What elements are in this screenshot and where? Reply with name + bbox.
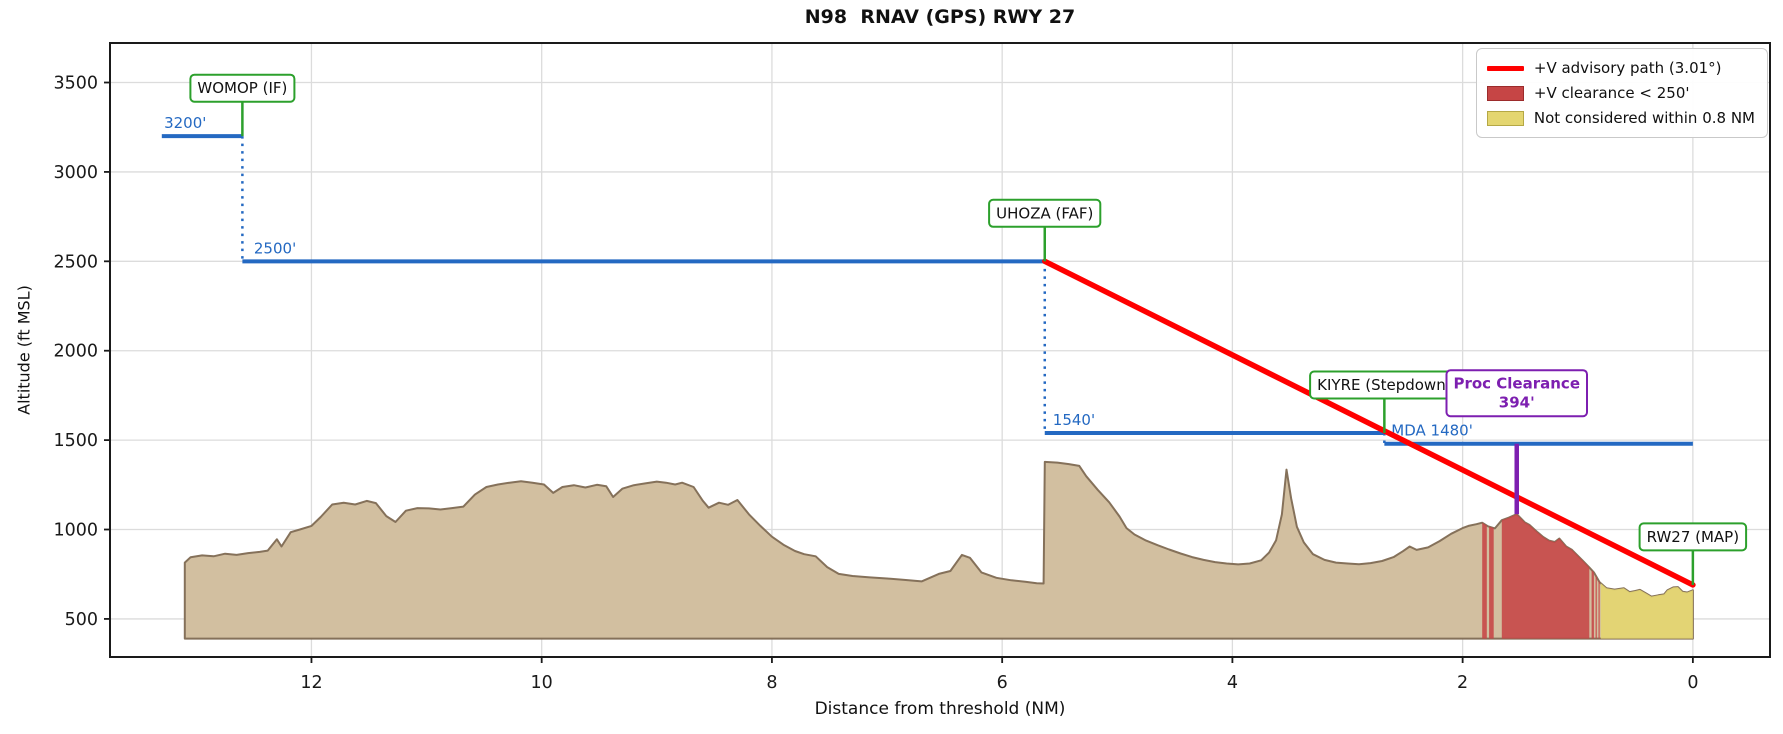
waypoint-label-rw27: RW27 (MAP) [1638,522,1748,552]
terrain-profile [183,460,1694,640]
y-tick-label-2000: 2000 [53,342,98,362]
waypoint-label-uhoza-box [988,198,1102,228]
chart-title: N98 RNAV (GPS) RWY 27 [804,6,1076,28]
legend-item-advisory-path: +V advisory path (3.01°) [1486,57,1755,79]
y-tick-label-1000: 1000 [53,521,98,541]
waypoint-label-womop-box [189,73,296,103]
waypoint-label-womop: WOMOP (IF) [189,73,296,103]
waypoint-label-kiyre-text: KIYRE (Stepdown) [1317,376,1451,394]
legend-item-clearance: +V clearance < 250' [1486,82,1755,104]
legend-item-not-considered: Not considered within 0.8 NM [1486,107,1755,129]
proc-clearance-label: Proc Clearance 394' [1445,369,1588,418]
legend-label-advisory-path: +V advisory path (3.01°) [1533,59,1722,77]
x-tick-label-10: 10 [531,673,553,693]
x-tick-label-0: 0 [1687,673,1698,693]
legend-label-not-considered: Not considered within 0.8 NM [1533,109,1755,127]
altitude-label-segment-2500: 2500' [254,239,296,257]
x-tick-label-8: 8 [766,673,777,693]
waypoint-label-rw27-box [1638,522,1748,552]
proc-clearance-label-box [1445,369,1588,418]
y-tick-label-1500: 1500 [53,431,98,451]
clearance-band-1 [1489,461,1494,639]
proc-clearance-label-text: Proc Clearance 394' [1453,375,1580,412]
y-tick-label-500: 500 [65,610,98,630]
waypoint-label-uhoza: UHOZA (FAF) [988,198,1102,228]
x-axis-label: Distance from threshold (NM) [814,699,1066,719]
altitude-label-segment-mda: MDA 1480' [1391,422,1473,440]
waypoint-label-uhoza-text: UHOZA (FAF) [996,204,1093,222]
x-tick-label-12: 12 [300,673,322,693]
red-line-swatch [1486,65,1524,71]
clearance-band-0 [1482,461,1487,639]
y-tick-label-3000: 3000 [53,163,98,183]
legend-label-clearance: +V clearance < 250' [1533,84,1690,102]
waypoint-label-kiyre: KIYRE (Stepdown) [1309,370,1460,400]
y-tick-label-3500: 3500 [53,74,98,94]
axis-ticks: 12 10 8 6 4 2 0 500 1000 1500 2000 2500 3000 3500 [53,74,1698,694]
legend: +V advisory path (3.01°) +V clearance < … [1475,48,1768,138]
waypoint-label-rw27-text: RW27 (MAP) [1647,528,1739,546]
advisory-path-line [1042,258,1696,588]
x-tick-label-2: 2 [1457,673,1468,693]
x-tick-label-4: 4 [1227,673,1238,693]
yellow-box-swatch [1486,110,1524,126]
x-tick-label-6: 6 [997,673,1008,693]
waypoint-label-womop-text: WOMOP (IF) [197,79,287,97]
red-box-swatch [1486,85,1524,101]
altitude-label-segment-3200: 3200' [164,114,206,132]
altitude-label-segment-1540: 1540' [1053,411,1095,429]
y-tick-label-2500: 2500 [53,252,98,272]
y-axis-label: Altitude (ft MSL) [14,285,34,415]
